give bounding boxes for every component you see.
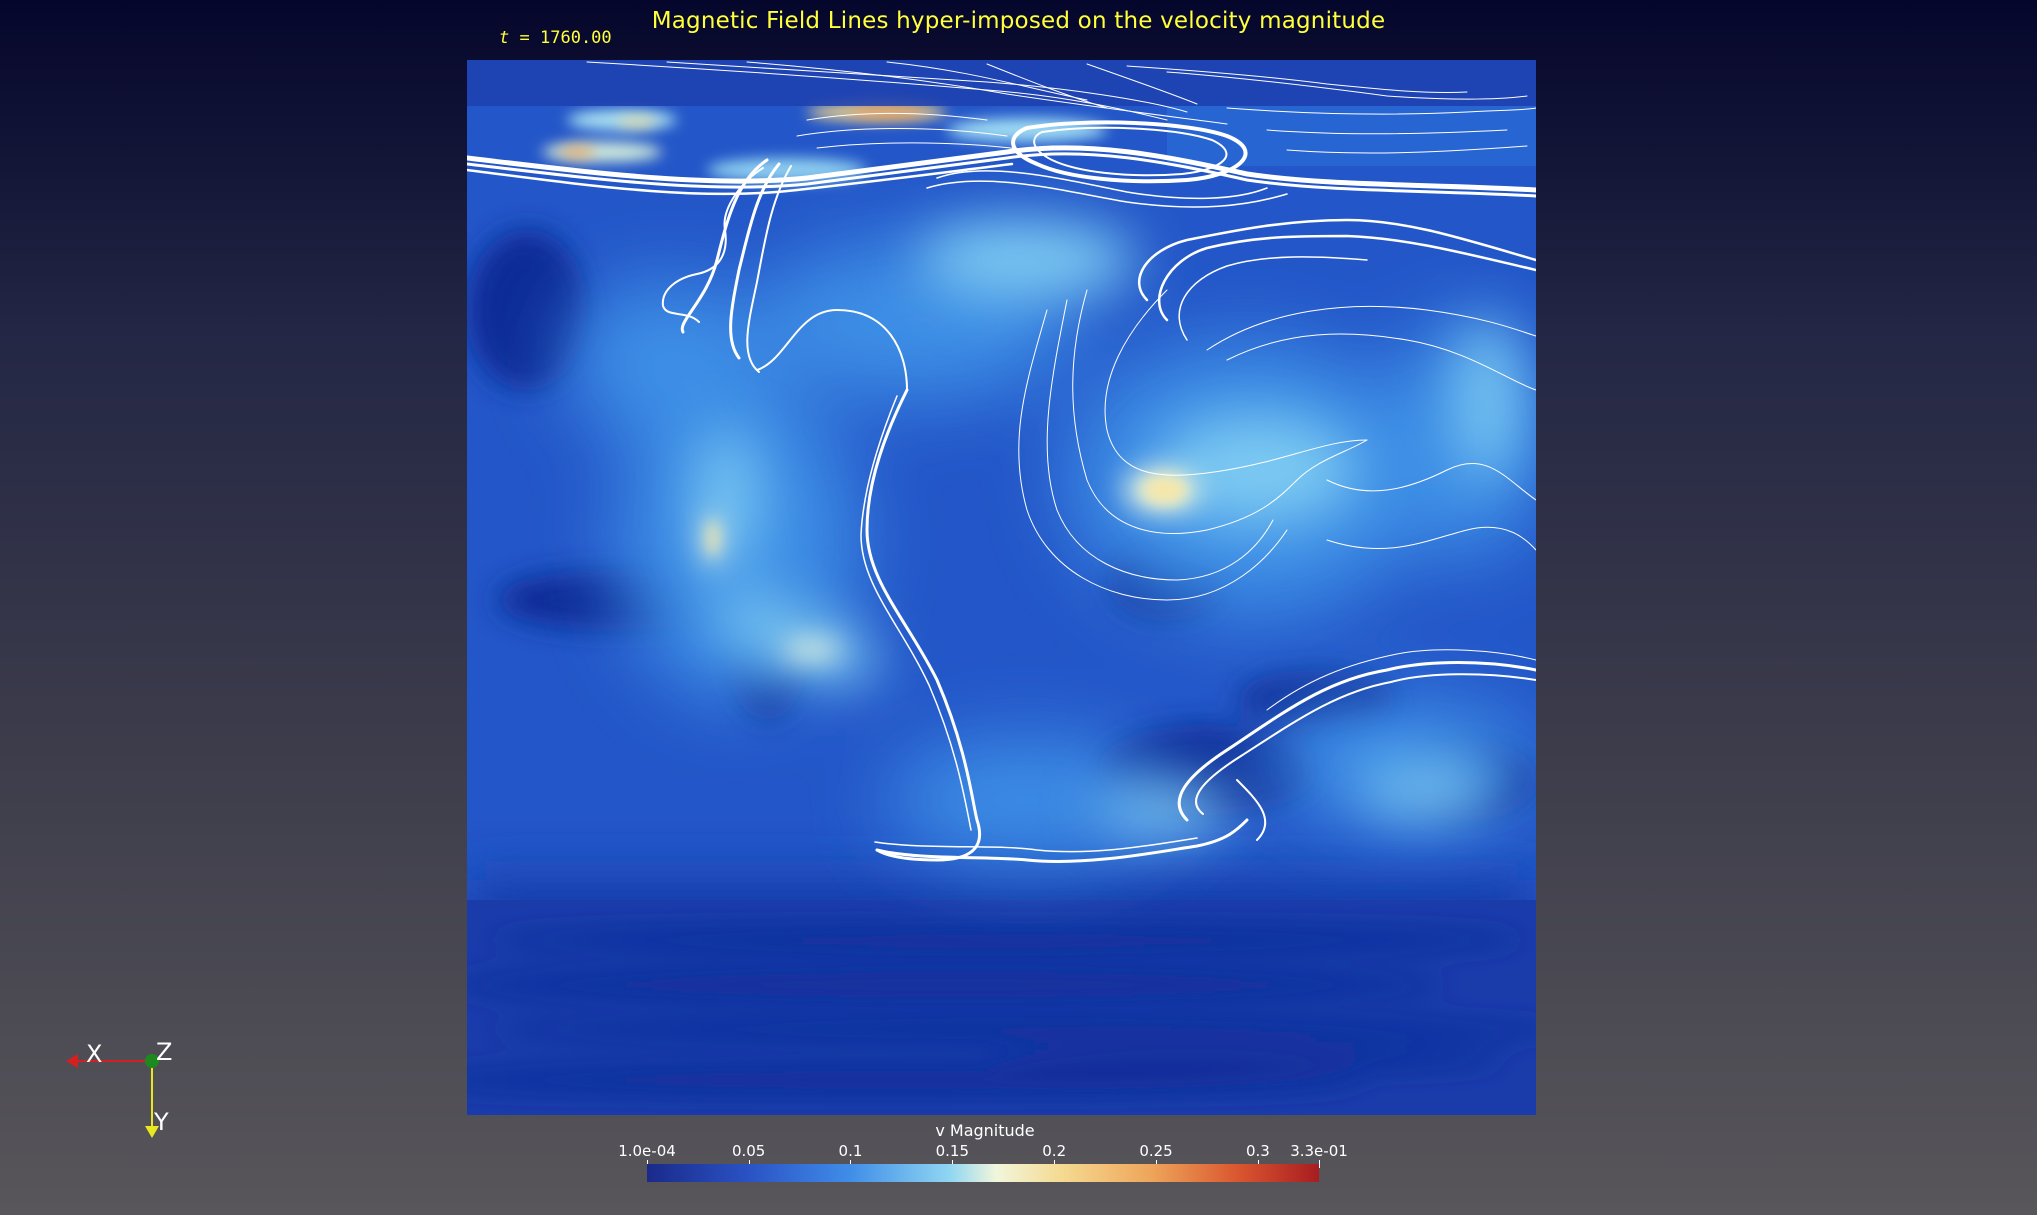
colorbar-tick-label: 0.3 <box>1245 1142 1270 1160</box>
colorbar-tick-mark <box>1319 1160 1320 1168</box>
colorbar-tick-label: 1.0e-04 <box>618 1142 676 1160</box>
y-axis-label: Y <box>154 1108 169 1136</box>
colorbar-tick-label: 0.25 <box>1139 1142 1173 1160</box>
z-axis-label: Z <box>156 1038 173 1066</box>
colorbar-gradient <box>647 1164 1319 1182</box>
time-equals: = <box>519 28 530 48</box>
z-axis-marker <box>145 1054 159 1068</box>
velocity-field-render[interactable] <box>467 60 1536 1115</box>
colorbar: v Magnitude 1.0e-04 0.05 0.1 0.15 0.2 0.25 0.3… <box>600 1118 1370 1213</box>
orientation-axes <box>66 1054 159 1138</box>
y-axis-arrow <box>145 1126 159 1138</box>
colorbar-tick-label: 0.2 <box>1042 1142 1067 1160</box>
x-axis-label: X <box>86 1040 103 1068</box>
magnetic-field-lines <box>467 61 1536 863</box>
x-axis-arrow <box>66 1054 78 1068</box>
time-value: 1760.00 <box>540 28 612 48</box>
time-variable: t <box>499 28 510 48</box>
colorbar-tick-label: 0.1 <box>838 1142 863 1160</box>
colorbar-tick-label: 0.05 <box>731 1142 766 1160</box>
colorbar-tick-label: 3.3e-01 <box>1290 1142 1348 1160</box>
plot-title: Magnetic Field Lines hyper-imposed on th… <box>651 8 1386 34</box>
colorbar-tick-label: 0.15 <box>935 1142 970 1160</box>
colorbar-title: v Magnitude <box>935 1121 1035 1140</box>
time-label: t = 1760.00 <box>499 28 612 48</box>
